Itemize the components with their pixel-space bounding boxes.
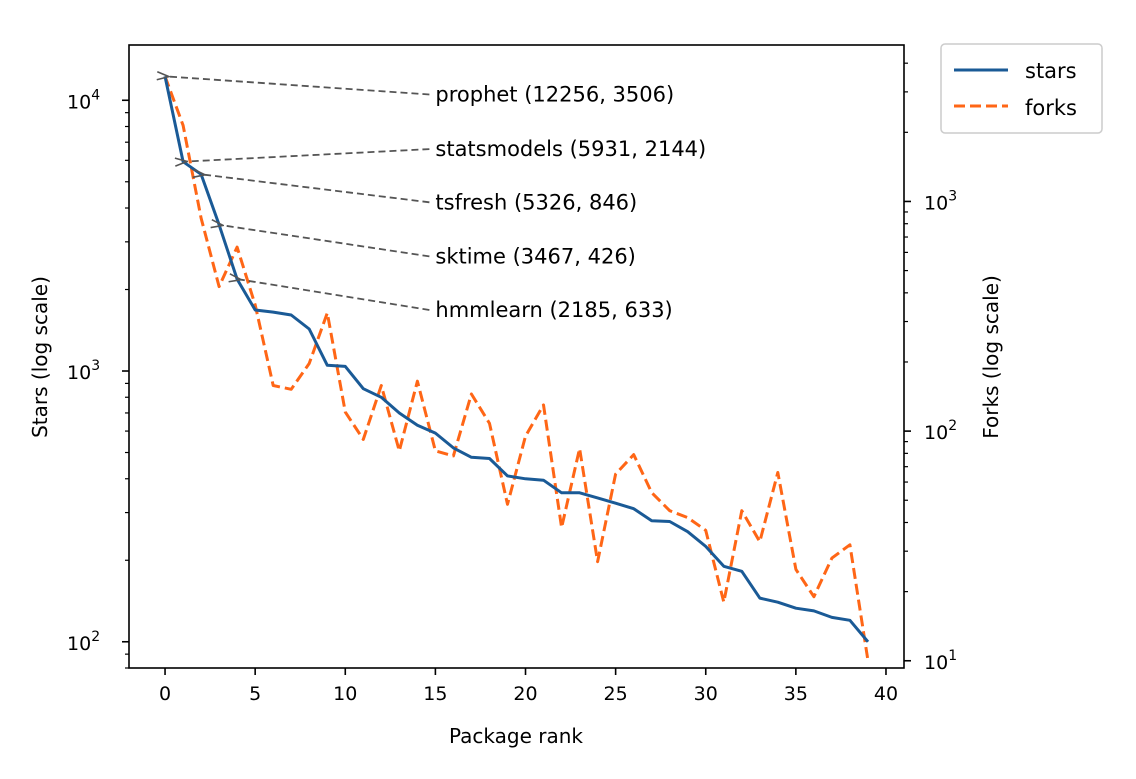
annotation-arrow — [205, 175, 430, 204]
y-tick-label-right: 103 — [924, 188, 957, 214]
x-tick-label: 30 — [694, 683, 718, 705]
legend-frame — [940, 43, 1103, 134]
annotation-label: prophet (12256, 3506) — [435, 83, 674, 107]
x-tick-label: 25 — [604, 683, 628, 705]
annotation-label: tsfresh (5326, 846) — [435, 190, 637, 214]
y-tick-label-right: 101 — [924, 648, 957, 674]
y-tick-label-right: 102 — [924, 418, 957, 444]
x-tick-label: 10 — [333, 683, 357, 705]
x-tick-label: 5 — [249, 683, 261, 705]
annotation-label: sktime (3467, 426) — [435, 244, 635, 268]
x-tick-label: 40 — [874, 683, 898, 705]
annotation-arrow — [223, 225, 430, 258]
annotation-arrow — [241, 280, 430, 311]
annotation-layer: prophet (12256, 3506) statsmodels (5931, … — [169, 77, 706, 322]
plot-frame — [128, 44, 905, 669]
x-tick-label: 0 — [159, 683, 171, 705]
x-axis-label: Package rank — [449, 724, 583, 748]
y-tick-label-left: 102 — [67, 629, 100, 655]
annotation-label: hmmlearn (2185, 633) — [435, 298, 672, 322]
y-axis-right-label: Forks (log scale) — [979, 275, 1003, 439]
series-layer — [163, 75, 870, 662]
x-tick-label: 35 — [784, 683, 808, 705]
series-line-stars — [163, 75, 870, 643]
annotation-arrow — [169, 77, 430, 96]
legend: stars forks — [940, 43, 1103, 134]
y-tick-label-left: 103 — [67, 358, 100, 384]
y-axis-left-label: Stars (log scale) — [28, 276, 52, 438]
x-tick-label: 15 — [423, 683, 447, 705]
legend-label-stars: stars — [1025, 59, 1077, 83]
y-tick-label-left: 104 — [67, 87, 100, 113]
series-line-forks — [163, 75, 870, 662]
legend-label-forks: forks — [1025, 96, 1077, 120]
x-tick-label: 20 — [513, 683, 537, 705]
annotation-arrow — [187, 148, 430, 161]
annotation-label: statsmodels (5931, 2144) — [435, 137, 706, 161]
